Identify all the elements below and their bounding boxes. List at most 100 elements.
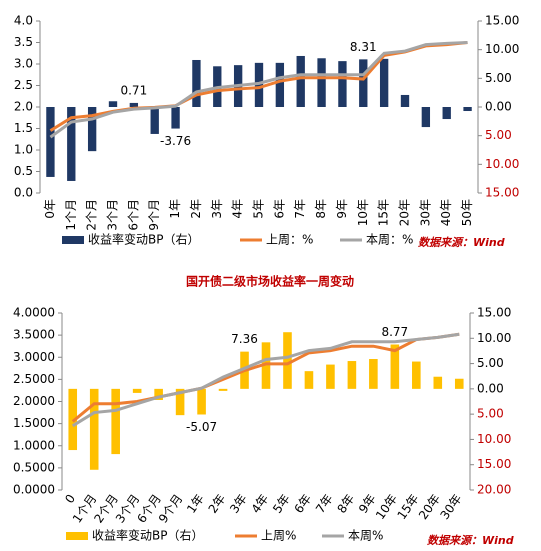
x-tick-label: 10年 [356, 199, 370, 226]
bar [421, 107, 431, 128]
data-label: 8.77 [381, 325, 408, 339]
x-tick-label: 4年 [249, 492, 272, 516]
data-label: 7.36 [231, 332, 258, 346]
bar [442, 107, 451, 120]
bar [275, 62, 285, 107]
line [71, 332, 460, 423]
bar [454, 378, 464, 389]
bar [68, 388, 78, 451]
bar [171, 107, 180, 129]
y-tick-label: 2.0 [14, 100, 33, 114]
legend-label: 本周：% [366, 233, 413, 247]
x-tick-label: 2年 [189, 199, 203, 219]
line [71, 332, 460, 428]
x-tick-label: 3年 [210, 199, 224, 219]
bar [304, 371, 314, 389]
x-tick-label: 2个月 [85, 199, 99, 231]
legend-label: 上周% [261, 529, 296, 543]
y-tick-label: 2.0000 [13, 394, 55, 408]
bar [192, 59, 201, 107]
y-tick-label: 0.5 [14, 164, 33, 178]
y2-tick-label: 15.00 [485, 186, 519, 200]
x-tick-label: 2年 [206, 492, 229, 516]
bar [347, 361, 357, 389]
y-tick-label: 3.0000 [13, 350, 55, 364]
y2-tick-label: 5.00 [477, 407, 504, 421]
y-tick-label: 1.0 [14, 143, 33, 157]
chart-title: 国开债二级市场收益率一周变动 [186, 274, 354, 289]
legend-label: 本周% [348, 529, 383, 543]
line [49, 41, 468, 132]
x-tick-label: 8年 [314, 199, 328, 219]
x-tick-label: 7年 [293, 199, 307, 219]
data-label: 8.31 [350, 40, 377, 54]
data-label: 0.71 [120, 83, 147, 97]
x-tick-label: 9个月 [156, 492, 186, 526]
x-tick-label: 10年 [373, 492, 400, 522]
y-tick-label: 4.0 [14, 14, 33, 28]
legend-label: 上周：% [266, 233, 313, 247]
data-label: -5.07 [186, 420, 217, 434]
y-tick-label: 0.0000 [13, 483, 55, 497]
x-tick-label: 1个月 [64, 199, 78, 231]
x-tick-label: 5年 [270, 492, 293, 516]
legend-swatch [62, 236, 84, 244]
bar [338, 61, 347, 107]
x-tick-label: 30年 [437, 492, 464, 522]
y2-tick-label: 15.00 [485, 14, 519, 28]
bar [369, 359, 378, 389]
y2-tick-label: 10.00 [485, 157, 519, 171]
y2-tick-label: 10.00 [485, 42, 519, 56]
legend-swatch [66, 532, 88, 540]
bar [379, 58, 389, 107]
bar [197, 388, 206, 415]
x-tick-label: 1年 [184, 492, 207, 516]
bar [412, 361, 421, 389]
y2-tick-label: 10.00 [477, 331, 511, 345]
y2-tick-label: 15.00 [477, 306, 511, 320]
bar [46, 107, 55, 177]
x-tick-label: 9年 [335, 199, 349, 219]
x-tick-label: 40年 [439, 199, 453, 226]
y2-tick-label: 5.00 [485, 128, 512, 142]
y2-tick-label: 0.00 [477, 381, 504, 395]
bar [132, 388, 142, 393]
bar [283, 332, 292, 389]
bar [390, 344, 400, 389]
x-tick-label: 5年 [252, 199, 266, 219]
y-tick-label: 1.5 [14, 121, 33, 135]
bar [150, 107, 159, 134]
bar [317, 58, 326, 107]
bar [175, 388, 185, 416]
y-tick-label: 3.0 [14, 57, 33, 71]
x-tick-label: 0年 [43, 199, 57, 219]
x-tick-label: 6个月 [126, 199, 140, 231]
x-tick-label: 0 [62, 492, 78, 506]
bar [296, 55, 305, 107]
bar [463, 107, 472, 112]
bar [261, 342, 271, 389]
source: 数据来源：Wind [418, 236, 505, 249]
x-tick-label: 15年 [377, 199, 391, 226]
bar [129, 102, 139, 107]
y2-tick-label: 5.00 [477, 356, 504, 370]
x-tick-label: 7年 [313, 492, 336, 516]
source: 数据来源：Wind [427, 534, 514, 547]
bar [154, 388, 163, 400]
bar [67, 107, 76, 181]
y2-tick-label: 5.00 [485, 71, 512, 85]
y-tick-label: 0.5000 [13, 460, 55, 474]
bar [108, 101, 118, 107]
bar [326, 364, 335, 389]
x-tick-label: 3年 [227, 492, 250, 516]
x-tick-label: 30年 [418, 199, 432, 226]
y-tick-label: 3.5 [14, 35, 33, 49]
x-tick-label: 1年 [168, 199, 182, 219]
y-tick-label: 4.0000 [13, 306, 55, 320]
y-tick-label: 2.5000 [13, 372, 55, 386]
y2-tick-label: 10.00 [477, 432, 511, 446]
y2-tick-label: 20.00 [477, 483, 511, 497]
bar [433, 376, 443, 389]
x-tick-label: 4年 [231, 199, 245, 219]
